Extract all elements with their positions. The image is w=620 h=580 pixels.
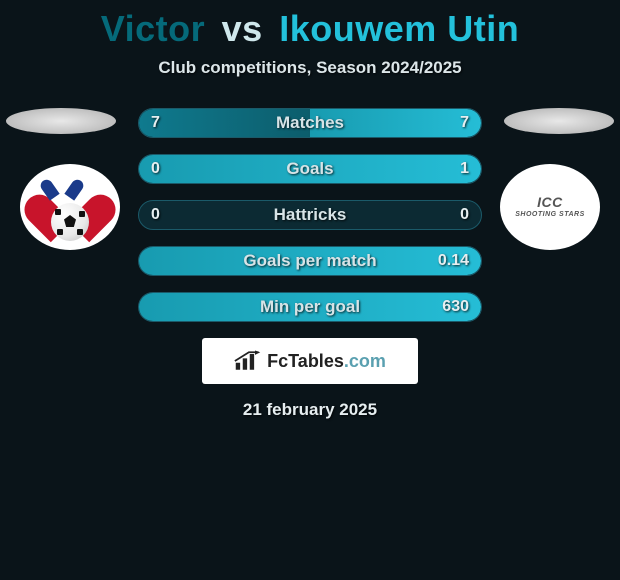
stat-val-left: 7 (151, 114, 160, 132)
stat-row: Goals per match 0.14 (138, 246, 482, 276)
brand-name: FcTables (267, 351, 344, 371)
stat-val-right: 0.14 (438, 252, 469, 270)
stat-val-left: 0 (151, 206, 160, 224)
stat-label: Matches (276, 113, 344, 133)
stat-val-right: 7 (460, 114, 469, 132)
page-title: Victor vs Ikouwem Utin (0, 0, 620, 50)
title-player-left: Victor (101, 8, 205, 49)
stat-row: 0 Goals 1 (138, 154, 482, 184)
title-vs: vs (222, 8, 263, 49)
stat-row: 0 Hattricks 0 (138, 200, 482, 230)
brand-domain: .com (344, 351, 386, 371)
brand-text: FcTables.com (267, 351, 386, 372)
club-badge-right: ICC SHOOTING STARS (500, 164, 600, 250)
stat-row: Min per goal 630 (138, 292, 482, 322)
subtitle: Club competitions, Season 2024/2025 (0, 58, 620, 78)
player-name-pill-right (504, 108, 614, 134)
stats-list: 7 Matches 7 0 Goals 1 0 Hattricks 0 Goal… (138, 108, 482, 338)
stat-label: Hattricks (274, 205, 347, 225)
stat-label: Goals per match (243, 251, 376, 271)
stat-val-right: 1 (460, 160, 469, 178)
badge-right-line2: SHOOTING STARS (515, 211, 584, 219)
stat-label: Min per goal (260, 297, 360, 317)
bar-chart-icon (234, 350, 262, 372)
stat-row: 7 Matches 7 (138, 108, 482, 138)
heart-ball-icon (35, 175, 105, 239)
club-badge-left (20, 164, 120, 250)
player-name-pill-left (6, 108, 116, 134)
stat-val-left: 0 (151, 160, 160, 178)
title-player-right: Ikouwem Utin (279, 8, 519, 49)
stat-label: Goals (286, 159, 333, 179)
brand-badge: FcTables.com (202, 338, 418, 384)
stat-val-right: 0 (460, 206, 469, 224)
date-text: 21 february 2025 (0, 400, 620, 420)
badge-right-line1: ICC (515, 195, 584, 210)
stat-val-right: 630 (442, 298, 469, 316)
club-badge-right-text: ICC SHOOTING STARS (515, 195, 584, 218)
